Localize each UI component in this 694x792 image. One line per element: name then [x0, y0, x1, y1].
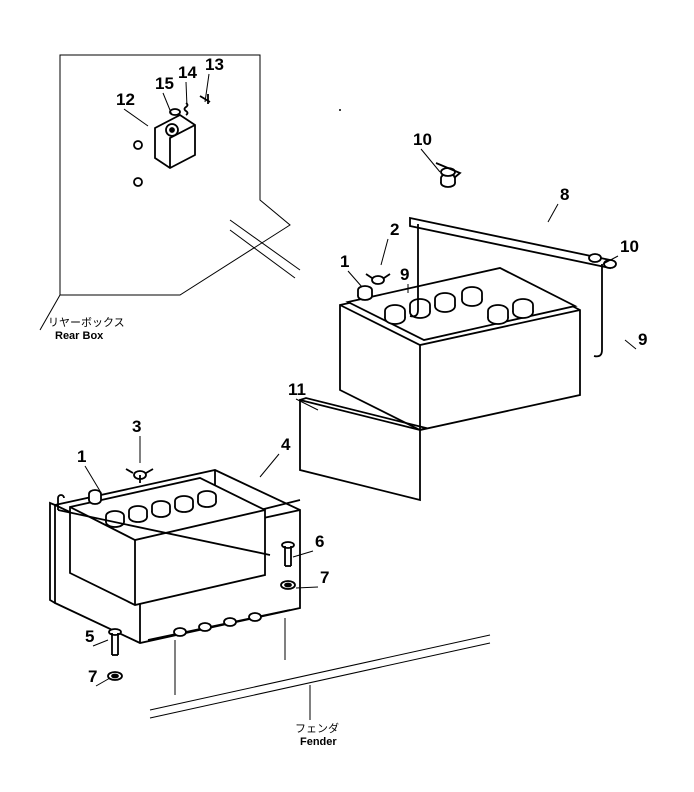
callout-leader: [625, 340, 636, 349]
bracket-assembly: [134, 94, 210, 186]
fender-line: [150, 635, 490, 720]
fender-label-en: Fender: [300, 736, 337, 748]
callout-leader: [421, 149, 440, 172]
callout-number: 6: [315, 532, 324, 551]
callout-leader: [124, 109, 148, 126]
callout-number: 7: [320, 568, 329, 587]
callout-number: 14: [178, 63, 197, 82]
callout-number: 10: [413, 130, 432, 149]
callout-number: 10: [620, 237, 639, 256]
rear-box-outline: [40, 55, 300, 330]
callout-number: 4: [281, 435, 291, 454]
callout-number: 1: [77, 447, 86, 466]
callout-leader: [548, 204, 558, 222]
battery-tray: [50, 469, 300, 695]
dot: [339, 109, 341, 111]
callout-number: 12: [116, 90, 135, 109]
callout-number: 2: [390, 220, 399, 239]
parts-diagram: リヤーボックス Rear Box: [0, 0, 694, 792]
callout-number: 7: [88, 667, 97, 686]
callout-number: 11: [288, 380, 306, 399]
callout-number: 9: [400, 265, 409, 284]
callout-leader: [96, 678, 110, 686]
rear-box-label-jp: リヤーボックス: [48, 316, 125, 329]
callout-leader: [93, 640, 108, 646]
callout-leader: [381, 239, 388, 265]
rear-box-label-en: Rear Box: [55, 330, 104, 342]
callout-number: 1: [340, 252, 349, 271]
callout-number: 9: [638, 330, 647, 349]
fender-label-jp: フェンダ: [295, 721, 339, 735]
callout-number: 5: [85, 627, 94, 646]
callout-number: 15: [155, 74, 174, 93]
callout-leader: [348, 271, 362, 287]
callout-number: 8: [560, 185, 569, 204]
callout-leader: [260, 454, 279, 477]
callout-number: 13: [205, 55, 224, 74]
callout-leader: [85, 466, 100, 491]
callout-leader: [163, 93, 172, 115]
battery-upper: [340, 268, 580, 430]
callout-number: 3: [132, 417, 141, 436]
